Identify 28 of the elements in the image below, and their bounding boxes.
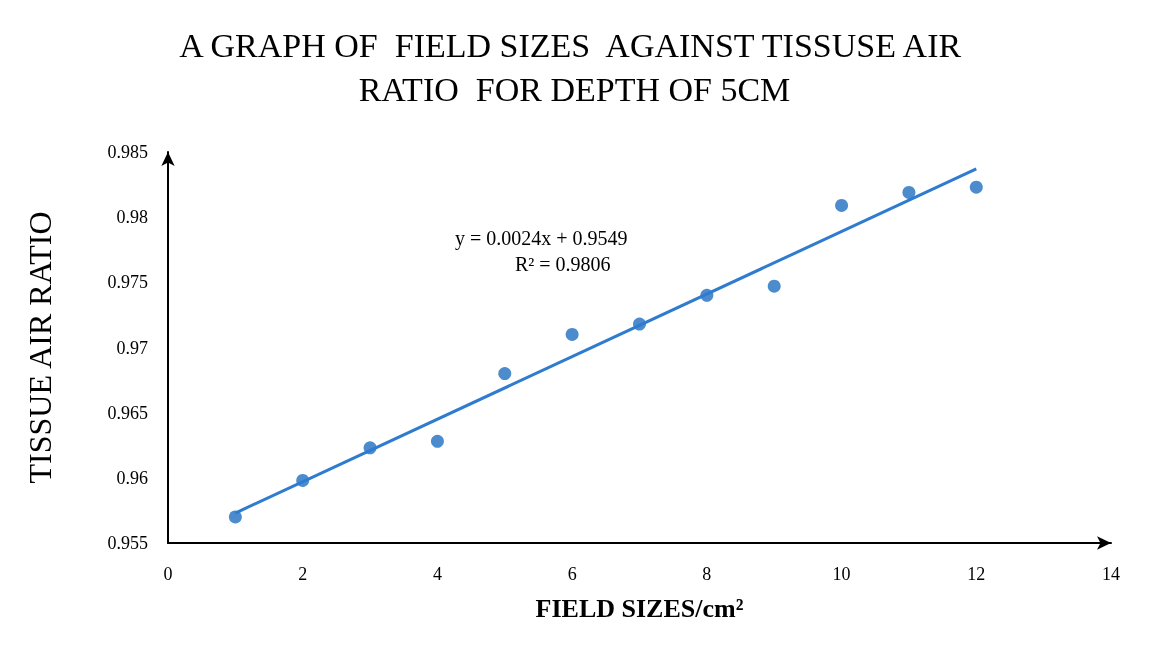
x-tick-label: 2 (298, 564, 308, 584)
x-tick-label: 6 (567, 564, 577, 584)
chart-title: A GRAPH OF FIELD SIZES AGAINST TISSUSE AIR RATIO FOR DEPTH OF 5CM (179, 26, 970, 108)
point (228, 510, 242, 524)
x-axis-title: FIELD SIZES/cm² (535, 593, 744, 623)
y-tick-label: 0.965 (107, 402, 148, 423)
y-tick-label: 0.955 (107, 533, 148, 553)
y-tick-label: 0.97 (116, 337, 148, 358)
y-tick-label: 0.96 (116, 467, 148, 488)
x-tick-label: 0 (163, 564, 173, 584)
point (835, 198, 849, 212)
point (498, 367, 512, 381)
point (969, 180, 983, 194)
y-tick-label: 0.98 (116, 207, 148, 228)
x-tick-label: 10 (832, 564, 851, 584)
point (565, 327, 579, 341)
point (902, 185, 916, 199)
x-tick-label: 4 (432, 564, 442, 584)
x-tick-label: 12 (967, 564, 986, 584)
point (767, 279, 781, 293)
annotation: y = 0.0024x + 0.9549 (455, 227, 628, 250)
point (430, 434, 444, 448)
annotation: R² = 0.9806 (515, 253, 611, 275)
y-tick-label: 0.985 (107, 142, 148, 162)
y-axis-title: TISSUE AIR RATIO (22, 211, 58, 484)
x-tick-label: 14 (1102, 564, 1120, 584)
y-tick-label: 0.975 (107, 272, 148, 293)
x-tick-label: 8 (702, 564, 712, 584)
